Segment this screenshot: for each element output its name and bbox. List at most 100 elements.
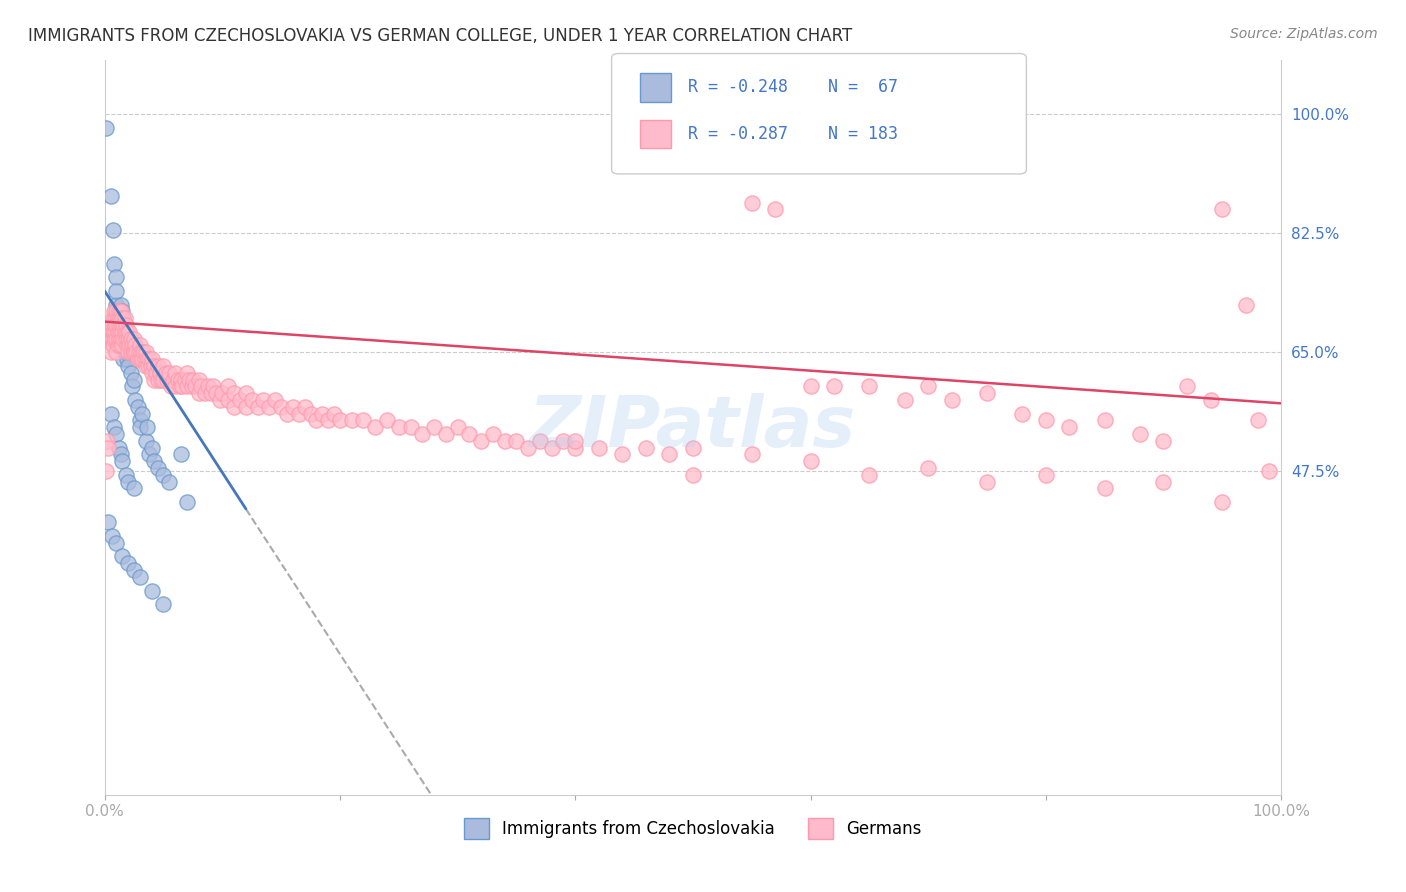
- Point: [252, 392, 274, 407]
- Point: [612, 447, 634, 461]
- Point: [103, 420, 125, 434]
- Point: [143, 454, 166, 468]
- Point: [129, 413, 152, 427]
- Point: [138, 447, 160, 461]
- Point: [176, 495, 198, 509]
- Point: [170, 447, 193, 461]
- Point: [1152, 434, 1174, 448]
- Point: [176, 366, 198, 380]
- Point: [117, 359, 139, 373]
- Point: [434, 427, 457, 442]
- Point: [139, 359, 162, 373]
- Point: [135, 345, 157, 359]
- Point: [131, 407, 153, 421]
- Point: [121, 338, 143, 352]
- Point: [118, 345, 141, 359]
- Point: [134, 352, 156, 367]
- Point: [201, 379, 224, 393]
- Point: [97, 516, 120, 530]
- Point: [117, 332, 139, 346]
- Point: [152, 467, 174, 482]
- Point: [470, 434, 492, 448]
- Point: [1152, 475, 1174, 489]
- Point: [323, 407, 346, 421]
- Point: [110, 318, 132, 332]
- Point: [103, 304, 125, 318]
- Point: [129, 352, 152, 367]
- Point: [117, 556, 139, 570]
- Point: [194, 386, 217, 401]
- Point: [187, 386, 209, 401]
- Point: [1246, 413, 1268, 427]
- Point: [115, 325, 138, 339]
- Point: [105, 304, 128, 318]
- Point: [101, 325, 124, 339]
- Point: [1094, 413, 1116, 427]
- Point: [155, 366, 177, 380]
- Point: [858, 379, 880, 393]
- Point: [917, 461, 939, 475]
- Point: [180, 379, 202, 393]
- Point: [105, 284, 128, 298]
- Point: [132, 345, 155, 359]
- Point: [136, 352, 159, 367]
- Point: [129, 338, 152, 352]
- Point: [111, 325, 134, 339]
- Point: [107, 332, 129, 346]
- Point: [145, 366, 167, 380]
- Point: [162, 372, 184, 386]
- Point: [105, 536, 128, 550]
- Point: [529, 434, 551, 448]
- Point: [240, 392, 263, 407]
- Point: [423, 420, 446, 434]
- Point: [1175, 379, 1198, 393]
- Point: [112, 338, 135, 352]
- Point: [136, 359, 159, 373]
- Point: [517, 441, 540, 455]
- Point: [181, 372, 204, 386]
- Point: [129, 345, 152, 359]
- Point: [208, 392, 231, 407]
- Point: [107, 304, 129, 318]
- Point: [184, 379, 207, 393]
- Point: [399, 420, 422, 434]
- Point: [117, 338, 139, 352]
- Point: [294, 400, 316, 414]
- Point: [110, 332, 132, 346]
- Point: [741, 447, 763, 461]
- Point: [122, 345, 145, 359]
- Point: [111, 338, 134, 352]
- Point: [107, 311, 129, 326]
- Point: [103, 332, 125, 346]
- Point: [110, 304, 132, 318]
- Point: [179, 372, 201, 386]
- Point: [108, 338, 131, 352]
- Point: [270, 400, 292, 414]
- Point: [129, 570, 152, 584]
- Point: [741, 195, 763, 210]
- Point: [311, 407, 333, 421]
- Text: IMMIGRANTS FROM CZECHOSLOVAKIA VS GERMAN COLLEGE, UNDER 1 YEAR CORRELATION CHART: IMMIGRANTS FROM CZECHOSLOVAKIA VS GERMAN…: [28, 27, 852, 45]
- Point: [205, 386, 228, 401]
- Text: R = -0.248    N =  67: R = -0.248 N = 67: [688, 78, 897, 96]
- Point: [634, 441, 657, 455]
- Point: [124, 338, 146, 352]
- Point: [107, 338, 129, 352]
- Point: [200, 386, 222, 401]
- Point: [299, 407, 322, 421]
- Point: [104, 325, 127, 339]
- Point: [482, 427, 505, 442]
- Point: [143, 372, 166, 386]
- Point: [107, 325, 129, 339]
- Point: [149, 366, 172, 380]
- Point: [122, 372, 145, 386]
- Point: [111, 332, 134, 346]
- Point: [114, 311, 136, 326]
- Point: [122, 332, 145, 346]
- Point: [353, 413, 375, 427]
- Point: [553, 434, 575, 448]
- Point: [96, 434, 118, 448]
- Point: [118, 338, 141, 352]
- Point: [170, 372, 193, 386]
- Point: [105, 318, 128, 332]
